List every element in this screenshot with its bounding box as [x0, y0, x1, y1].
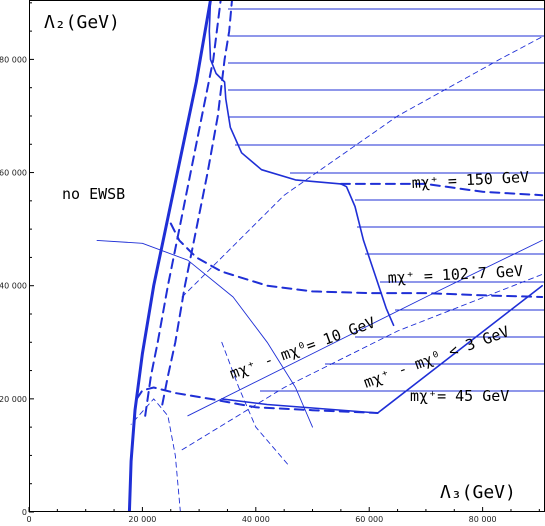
y-tick-label-4: 80 000	[0, 55, 27, 64]
curve-2	[161, 0, 233, 406]
y-axis-title: Λ₂(GeV)	[44, 12, 120, 33]
x-tick-label-2: 40 000	[242, 515, 270, 524]
curve-5	[181, 273, 543, 451]
curve-4	[181, 36, 543, 298]
annotation-no-ewsb: no EWSB	[62, 185, 125, 203]
annotation-diff10: mχ⁺ - mχ⁰= 10 GeV	[227, 313, 377, 382]
curve-7	[187, 239, 543, 417]
y-tick-label-1: 20 000	[0, 395, 27, 404]
curve-11	[169, 222, 544, 298]
curve-0	[127, 0, 212, 512]
curve-3	[130, 398, 181, 512]
annotation-m45: mχ⁺= 45 GeV	[410, 387, 509, 405]
curve-9	[208, 0, 395, 327]
curves-group	[96, 0, 544, 512]
x-axis-title: Λ₃(GeV)	[440, 482, 516, 503]
curve-6	[96, 239, 313, 428]
y-tick-label-3: 60 000	[0, 169, 27, 178]
x-tick-label-3: 60 000	[355, 515, 383, 524]
curve-1	[144, 0, 222, 417]
x-tick-label-0: 0	[26, 515, 31, 524]
x-tick-label-4: 80 000	[469, 515, 497, 524]
annotation-diff3: mχ⁺ - mχ⁰ < 3 GeV	[361, 322, 511, 391]
curve-10	[339, 182, 544, 197]
annotations-group: Λ₂(GeV) Λ₃(GeV) no EWSB mχ⁺ = 150 GeV mχ…	[44, 12, 529, 503]
hatched-region	[228, 8, 545, 392]
annotation-m150: mχ⁺ = 150 GeV	[411, 168, 529, 192]
curve-8	[221, 341, 291, 468]
curve-12	[135, 386, 379, 414]
y-tick-label-0: 0	[22, 508, 27, 517]
annotation-m102: mχ⁺ = 102.7 GeV	[387, 262, 523, 287]
y-tick-label-2: 40 000	[0, 282, 27, 291]
curve-13	[221, 284, 543, 414]
x-tick-label-1: 20 000	[128, 515, 156, 524]
